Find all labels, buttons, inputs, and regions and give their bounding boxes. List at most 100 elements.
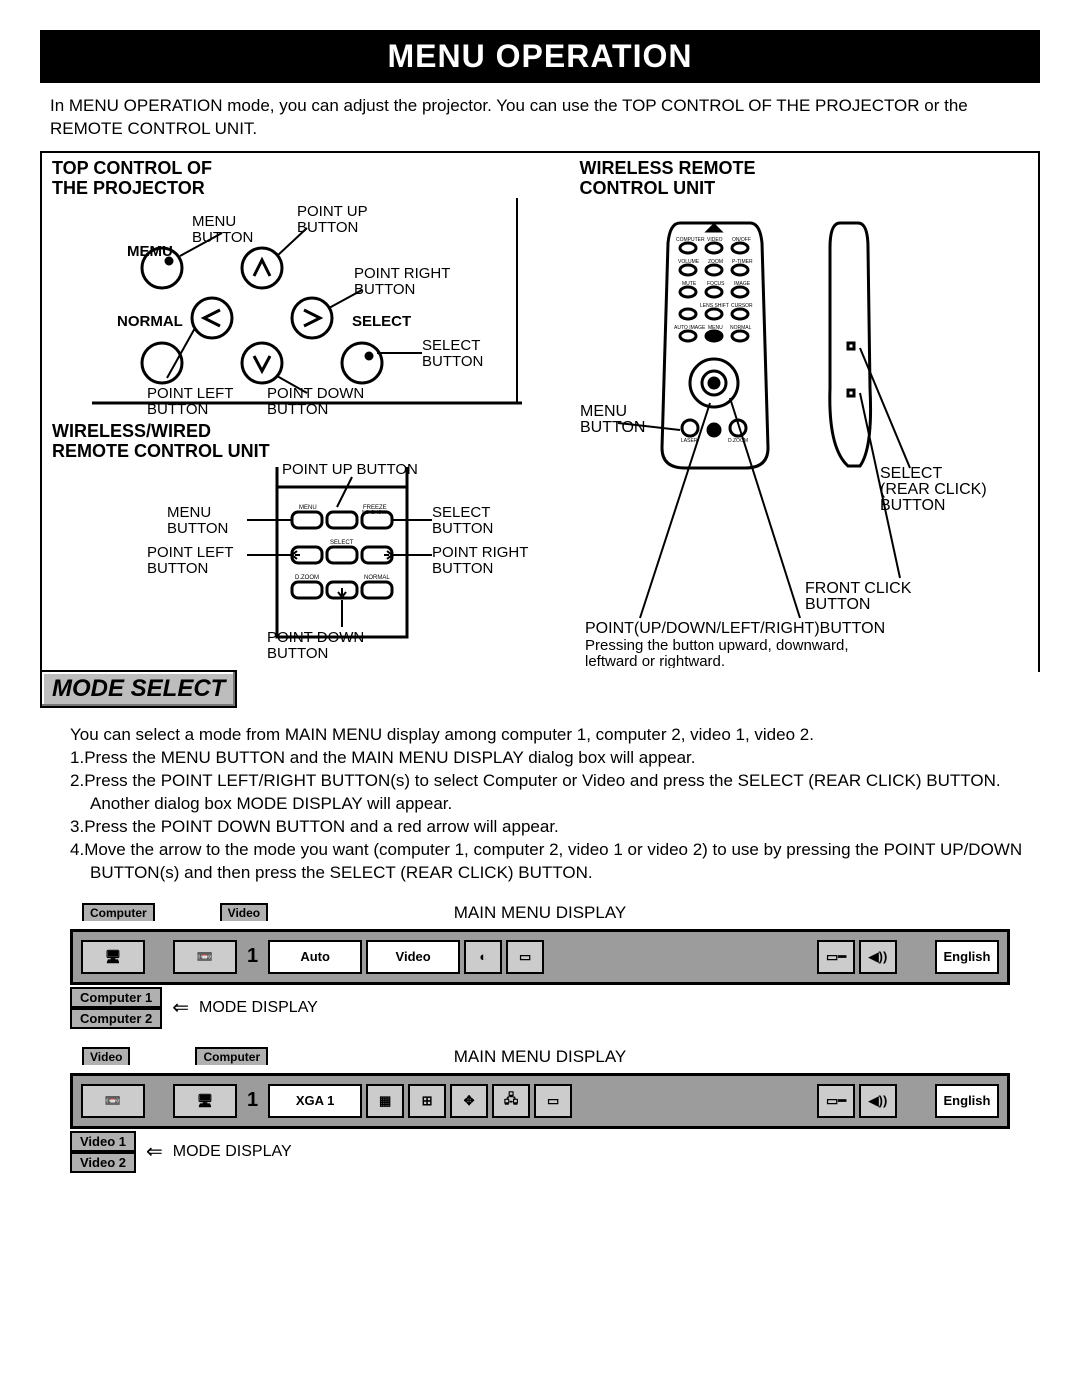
lang-cell-2: English xyxy=(935,1084,999,1118)
svg-text:MENU: MENU xyxy=(580,403,627,420)
menu-bar-2: 📼 🖥 1 XGA 1 ▦ ⊞ ✥ 🖧 ▭ ▭━ ◀)) English xyxy=(70,1073,1010,1129)
svg-text:leftward or rightward.: leftward or rightward. xyxy=(585,653,725,668)
video-icon-2: 📼 xyxy=(81,1084,145,1118)
wireless-wired-diagram: MENU FREEZE NO SHOW SELECT D.ZOOM NORMAL… xyxy=(52,462,532,672)
svg-text:VIDEO: VIDEO xyxy=(707,237,723,243)
cell-xga: XGA 1 xyxy=(268,1084,362,1118)
svg-text:NORMAL: NORMAL xyxy=(364,575,390,581)
svg-text:BUTTON: BUTTON xyxy=(267,645,328,662)
speaker-icon: ◀)) xyxy=(859,940,897,974)
speaker-icon-2: ◀)) xyxy=(859,1084,897,1118)
controls-diagram-box: TOP CONTROL OFTHE PROJECTOR xyxy=(40,151,1040,672)
contrast-icon: ◐ xyxy=(464,940,502,974)
mode-dropdown-2: Video 1 Video 2 ⇐ MODE DISPLAY xyxy=(70,1131,1010,1173)
icon-c: ✥ xyxy=(450,1084,488,1118)
svg-text:MUTE: MUTE xyxy=(682,281,697,287)
mode-select-banner: MODE SELECT xyxy=(40,670,237,708)
svg-text:BUTTON: BUTTON xyxy=(880,497,945,514)
svg-text:BUTTON: BUTTON xyxy=(297,219,358,236)
svg-text:MENU: MENU xyxy=(708,325,723,331)
mode-select-text: You can select a mode from MAIN MENU dis… xyxy=(70,724,1030,885)
svg-text:ON/OFF: ON/OFF xyxy=(732,237,751,243)
svg-text:FOCUS: FOCUS xyxy=(707,281,725,287)
memu-label: MEMU xyxy=(127,243,173,260)
icon-d: 🖧 xyxy=(492,1084,530,1118)
svg-text:SELECT: SELECT xyxy=(422,337,480,354)
video-icon: 📼 xyxy=(173,940,237,974)
menu-bar-1: 🖥 📼 1 Auto Video ◐ ▭ ▭━ ◀)) English xyxy=(70,929,1010,985)
svg-text:ZOOM: ZOOM xyxy=(708,259,723,265)
svg-text:SELECT: SELECT xyxy=(352,313,411,330)
wireless-remote-diagram: COMPUTERVIDEO ON/OFF VOLUME ZOOM P-TIMER MU… xyxy=(580,198,1010,668)
svg-text:BUTTON: BUTTON xyxy=(422,353,483,370)
lang-cell: English xyxy=(935,940,999,974)
svg-text:BUTTON: BUTTON xyxy=(432,520,493,537)
svg-text:BUTTON: BUTTON xyxy=(267,401,328,418)
wireless-wired-title: WIRELESS/WIREDREMOTE CONTROL UNIT xyxy=(52,422,560,462)
cell-auto: Auto xyxy=(268,940,362,974)
svg-text:Pressing the button upward, do: Pressing the button upward, downward, xyxy=(585,637,849,654)
svg-text:MENU: MENU xyxy=(299,505,317,511)
cell-video: Video xyxy=(366,940,460,974)
svg-text:POINT DOWN: POINT DOWN xyxy=(267,629,364,646)
tab-video: Video xyxy=(220,903,268,921)
top-control-diagram: MEMU MENU BUTTON POINT UP BUTTON POINT R… xyxy=(52,198,532,418)
svg-text:LENS SHIFT: LENS SHIFT xyxy=(700,303,729,309)
svg-text:BUTTON: BUTTON xyxy=(432,560,493,577)
num-indicator-2: 1 xyxy=(247,1089,258,1112)
svg-text:D.ZOOM: D.ZOOM xyxy=(295,575,319,581)
tab-video-2: Video xyxy=(82,1047,130,1065)
opt-video1: Video 1 xyxy=(70,1131,136,1152)
svg-text:MENU: MENU xyxy=(167,504,211,521)
svg-text:SELECT: SELECT xyxy=(330,540,354,546)
icon-e: ▭ xyxy=(534,1084,572,1118)
svg-text:LASER: LASER xyxy=(681,438,698,444)
svg-text:P-TIMER: P-TIMER xyxy=(732,259,753,265)
page-title: MENU OPERATION xyxy=(40,30,1040,83)
svg-text:BUTTON: BUTTON xyxy=(167,520,228,537)
svg-text:POINT RIGHT: POINT RIGHT xyxy=(432,544,528,561)
svg-text:POINT LEFT: POINT LEFT xyxy=(147,544,233,561)
svg-text:BUTTON: BUTTON xyxy=(354,281,415,298)
step-2: Press the POINT LEFT/RIGHT BUTTON(s) to … xyxy=(84,771,1000,813)
intro-text: In MENU OPERATION mode, you can adjust t… xyxy=(50,95,1040,141)
wireless-remote-title: WIRELESS REMOTECONTROL UNIT xyxy=(580,159,1028,199)
opt-computer2: Computer 2 xyxy=(70,1008,162,1029)
point-all-label: POINT(UP/DOWN/LEFT/RIGHT)BUTTON xyxy=(585,620,885,637)
svg-text:VOLUME: VOLUME xyxy=(678,259,700,265)
svg-text:SELECT: SELECT xyxy=(432,504,490,521)
tab-computer: Computer xyxy=(82,903,155,921)
svg-text:POINT UP BUTTON: POINT UP BUTTON xyxy=(282,462,418,478)
svg-text:D.ZOOM: D.ZOOM xyxy=(728,438,748,444)
screen-icon: ▭ xyxy=(506,940,544,974)
svg-text:SELECT: SELECT xyxy=(880,465,942,482)
mode-display-label-2: MODE DISPLAY xyxy=(173,1143,292,1161)
tab-computer-2: Computer xyxy=(195,1047,268,1065)
svg-text:COMPUTER: COMPUTER xyxy=(676,237,705,243)
icon-a: ▦ xyxy=(366,1084,404,1118)
top-control-title: TOP CONTROL OFTHE PROJECTOR xyxy=(52,159,560,199)
svg-text:POINT UP: POINT UP xyxy=(297,203,368,220)
flag-icon: ▭━ xyxy=(817,940,855,974)
svg-text:BUTTON: BUTTON xyxy=(147,401,208,418)
mode-select-lead: You can select a mode from MAIN MENU dis… xyxy=(70,724,1030,747)
step-1: Press the MENU BUTTON and the MAIN MENU … xyxy=(84,748,695,767)
svg-text:POINT DOWN: POINT DOWN xyxy=(267,385,364,402)
computer-icon-2: 🖥 xyxy=(173,1084,237,1118)
svg-text:BUTTON: BUTTON xyxy=(580,419,645,436)
svg-text:BUTTON: BUTTON xyxy=(805,596,870,613)
svg-text:NO SHOW: NO SHOW xyxy=(362,510,387,516)
svg-text:CURSOR: CURSOR xyxy=(731,303,753,309)
svg-text:BUTTON: BUTTON xyxy=(192,229,253,246)
svg-text:MENU: MENU xyxy=(192,213,236,230)
svg-text:POINT LEFT: POINT LEFT xyxy=(147,385,233,402)
mode-display-label-1: MODE DISPLAY xyxy=(199,999,318,1017)
opt-computer1: Computer 1 xyxy=(70,987,162,1008)
num-indicator: 1 xyxy=(247,945,258,968)
flag-icon-2: ▭━ xyxy=(817,1084,855,1118)
svg-text:IMAGE: IMAGE xyxy=(734,281,751,287)
step-4: Move the arrow to the mode you want (com… xyxy=(84,840,1022,882)
svg-text:POINT RIGHT: POINT RIGHT xyxy=(354,265,450,282)
svg-text:BUTTON: BUTTON xyxy=(147,560,208,577)
svg-text:AUTO IMAGE: AUTO IMAGE xyxy=(674,325,706,331)
